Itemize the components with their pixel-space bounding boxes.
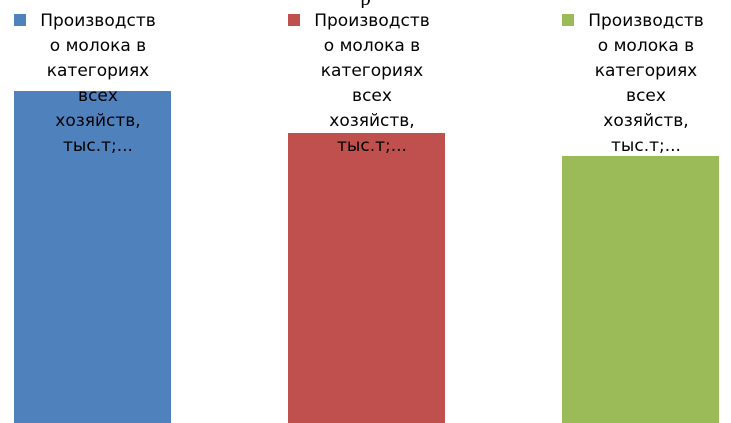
- bar-series-2: [288, 133, 445, 423]
- chart-title-fragment: р: [0, 0, 731, 8]
- legend-label-series-3: Производств о молока в категориях всех х…: [588, 11, 704, 156]
- bar-series-3: [562, 156, 719, 423]
- legend-label-series-1: Производств о молока в категориях всех х…: [40, 11, 156, 156]
- bar-series-1: [14, 91, 171, 423]
- legend-swatch-series-3: [562, 14, 574, 26]
- legend-swatch-series-1: [14, 14, 26, 26]
- legend-label-series-2: Производств о молока в категориях всех х…: [314, 11, 430, 156]
- legend-swatch-series-2: [288, 14, 300, 26]
